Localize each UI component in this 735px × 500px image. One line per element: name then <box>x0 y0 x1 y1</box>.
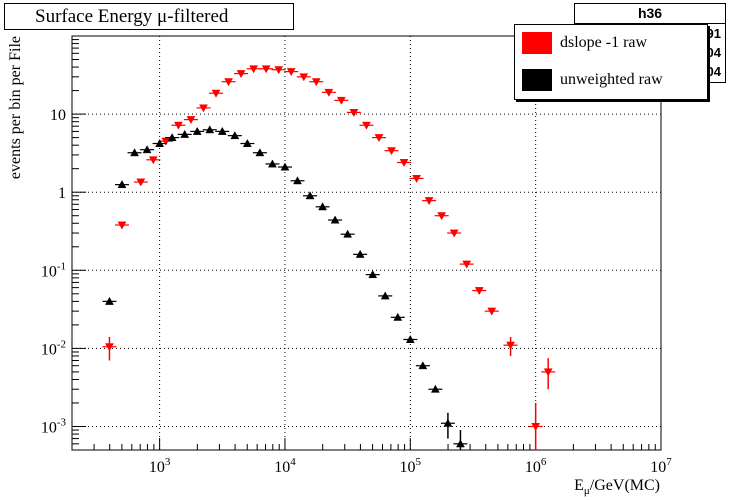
data-point <box>130 148 139 157</box>
data-point <box>412 174 421 183</box>
data-point <box>199 104 208 113</box>
data-point <box>286 68 296 77</box>
data-point <box>543 368 553 377</box>
data-point <box>280 162 290 171</box>
data-point <box>443 418 453 427</box>
data-point <box>393 312 403 321</box>
data-point <box>117 221 127 230</box>
data-point <box>474 287 484 296</box>
legend-swatch-black <box>522 69 552 91</box>
y-axis-label: events per bin per File <box>7 36 24 179</box>
x-tick-label: 107 <box>650 456 672 476</box>
data-point <box>255 148 265 157</box>
legend-label-unweighted: unweighted raw <box>560 71 663 88</box>
data-point <box>487 307 497 316</box>
data-point <box>349 108 359 117</box>
data-point <box>186 116 196 125</box>
data-point <box>399 159 409 168</box>
data-point <box>242 139 252 147</box>
data-point <box>117 180 127 189</box>
data-point <box>180 129 190 138</box>
y-tick-label: 10-1 <box>41 260 66 280</box>
data-point <box>174 121 183 130</box>
data-point <box>318 202 327 211</box>
data-point <box>343 229 353 238</box>
x-tick-label: 106 <box>525 456 547 476</box>
data-point <box>330 215 340 224</box>
data-point <box>437 212 447 221</box>
legend-swatch-red <box>522 32 552 54</box>
data-point <box>293 176 302 185</box>
data-point <box>324 88 334 97</box>
data-point <box>462 260 472 269</box>
x-tick-label: 104 <box>274 456 296 476</box>
y-tick-label: 10 <box>50 107 66 124</box>
data-point <box>230 131 240 140</box>
data-point <box>305 191 315 200</box>
data-point <box>105 343 114 352</box>
chart-title: Surface Energy μ-filtered <box>35 6 229 27</box>
legend: dslope -1 raw unweighted raw <box>514 24 708 100</box>
data-point <box>362 121 371 130</box>
y-tick-label: 10-3 <box>41 416 67 436</box>
data-point <box>249 65 259 74</box>
data-point <box>418 361 428 370</box>
data-point <box>374 134 384 143</box>
stats-row-1: 91 <box>706 26 721 41</box>
series-dslope <box>102 65 556 450</box>
data-point <box>336 96 346 105</box>
stats-row-3: 04 <box>706 64 721 79</box>
data-point <box>506 341 516 350</box>
data-point <box>167 133 177 142</box>
legend-entry-dslope: dslope -1 raw <box>515 28 707 58</box>
y-tick-label: 1 <box>58 185 66 202</box>
data-point <box>424 197 434 206</box>
series-unweighted <box>102 125 468 450</box>
x-tick-label: 105 <box>400 456 422 476</box>
legend-label-dslope: dslope -1 raw <box>560 34 648 51</box>
data-point <box>148 156 158 165</box>
stats-row-2: 04 <box>706 45 721 60</box>
data-point <box>405 334 415 343</box>
plot-frame <box>71 35 662 451</box>
stats-box-name: h36 <box>575 4 725 24</box>
legend-entry-unweighted: unweighted raw <box>515 65 707 95</box>
data-point <box>217 126 227 135</box>
data-point <box>387 147 396 156</box>
data-point <box>136 178 146 187</box>
data-point <box>192 126 202 135</box>
data-point <box>236 70 246 79</box>
data-point <box>224 78 233 87</box>
x-tick-label: 103 <box>149 456 171 476</box>
data-point <box>531 423 541 432</box>
data-point <box>299 73 309 82</box>
data-point <box>368 270 378 279</box>
data-point <box>430 384 440 393</box>
data-point <box>311 78 321 87</box>
data-point <box>267 159 277 168</box>
data-point <box>456 439 465 448</box>
data-series <box>102 65 556 450</box>
data-point <box>142 145 152 154</box>
data-point <box>355 249 365 258</box>
grid-lines <box>72 36 661 450</box>
data-point <box>155 139 165 147</box>
chart-title-box: Surface Energy μ-filtered <box>4 3 294 30</box>
data-point <box>211 89 221 98</box>
data-point <box>449 229 459 238</box>
data-point <box>261 65 271 74</box>
y-tick-label: 10-2 <box>41 338 66 358</box>
data-point <box>380 291 390 300</box>
data-point <box>105 296 114 305</box>
axis-ticks: 103 104 105 106 107 10-3 10-2 10-1 1 10 <box>41 35 672 476</box>
data-point <box>274 66 284 75</box>
data-point <box>205 125 215 134</box>
x-axis-label: Eμ/GeV(MC) <box>574 477 660 497</box>
